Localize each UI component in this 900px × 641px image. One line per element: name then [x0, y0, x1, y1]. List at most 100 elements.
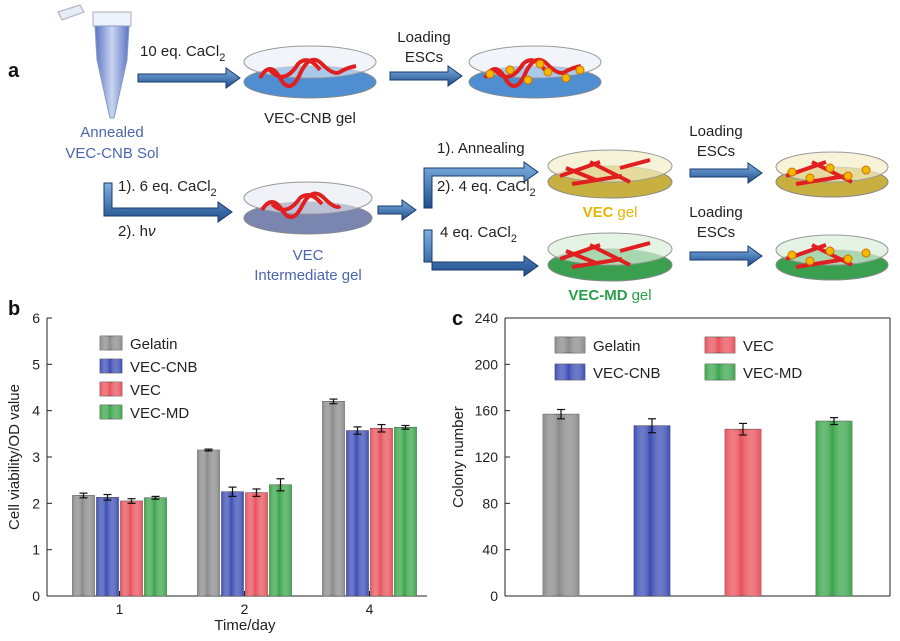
bar-shade [725, 429, 761, 596]
y-axis-label: Colony number [450, 406, 467, 508]
legend-swatch-shade [555, 337, 585, 353]
y-tick-label: 4 [32, 403, 40, 419]
bar-shade [221, 491, 244, 596]
subscript: 2 [511, 233, 517, 245]
error-bar [401, 424, 410, 430]
panel-label: c [452, 308, 463, 330]
error-bar [329, 398, 338, 405]
tube-label: Annealed [80, 124, 143, 141]
dish [775, 151, 889, 198]
bar-shade [346, 430, 369, 596]
y-tick-label: 3 [32, 449, 40, 465]
gel-name: VEC [583, 204, 614, 221]
error-bar [127, 498, 136, 504]
legend-label: Gelatin [593, 338, 641, 355]
gel-label: VEC gel [583, 204, 638, 221]
y-tick-label: 80 [482, 495, 498, 511]
error-bar [830, 417, 838, 426]
step-text: 10 eq. CaCl [140, 43, 219, 60]
dish [547, 232, 673, 282]
dish [547, 149, 673, 199]
legend-label: Gelatin [130, 336, 178, 353]
bar-shade [269, 484, 292, 596]
legend-swatch-shade [100, 405, 122, 419]
error-bar [648, 418, 656, 434]
bar-shade [322, 401, 345, 596]
tube [57, 4, 132, 119]
error-bar [228, 486, 237, 497]
x-axis-label: Time/day [214, 617, 276, 634]
legend-label: VEC-MD [130, 405, 189, 422]
gel-name: VEC-MD [568, 287, 627, 304]
y-tick-label: 5 [32, 356, 40, 372]
legend-label: VEC-CNB [593, 365, 661, 382]
error-bar [377, 423, 386, 433]
y-tick-label: 1 [32, 542, 40, 558]
subscript: 2 [219, 52, 225, 64]
error-bar [204, 448, 213, 452]
bar-shade [120, 501, 143, 596]
tube-label: VEC-CNB Sol [65, 145, 158, 162]
loading-label: Loading [689, 204, 742, 221]
bar-shade [816, 421, 852, 596]
y-tick-label: 200 [475, 356, 499, 372]
gel-label: VEC-CNB gel [264, 110, 356, 127]
step-label: 1). Annealing [437, 140, 525, 157]
bar-shade [634, 425, 670, 596]
legend-label: VEC-MD [743, 365, 802, 382]
loading-label: Loading [689, 123, 742, 140]
step-label: 2). hν [118, 223, 156, 240]
loading-label: Loading [397, 29, 450, 46]
error-bar [151, 495, 160, 500]
x-tick-label: 1 [116, 601, 124, 617]
step-text: 2). 4 eq. CaCl [437, 178, 530, 195]
bar-shade [543, 414, 579, 596]
error-bar [276, 478, 285, 492]
y-tick-label: 240 [475, 310, 499, 326]
legend-label: VEC [743, 338, 774, 355]
x-tick-label: 2 [241, 601, 249, 617]
legend-swatch-shade [705, 337, 735, 353]
loading-label: ESCs [697, 143, 735, 160]
error-bar [557, 408, 565, 420]
gel-label: VEC-MD gel [568, 287, 651, 304]
y-axis-label: Cell viability/OD value [6, 384, 23, 530]
gel-word: gel [617, 204, 637, 221]
panel-label: a [8, 60, 20, 82]
legend-swatch-shade [100, 336, 122, 350]
dish [243, 181, 373, 235]
y-tick-label: 2 [32, 495, 40, 511]
bar-shade [96, 497, 119, 596]
legend-swatch-shade [555, 364, 585, 380]
legend-label: VEC-CNB [130, 359, 198, 376]
step-text: 2). h [118, 223, 148, 240]
bar-shade [144, 497, 167, 596]
step-label: 10 eq. CaCl2 [140, 43, 225, 64]
step-text: 1). 6 eq. CaCl [118, 178, 211, 195]
y-tick-label: 40 [482, 542, 498, 558]
error-bar [739, 422, 747, 436]
dish [775, 234, 889, 281]
step-label: 2). 4 eq. CaCl2 [437, 178, 536, 199]
legend-swatch-shade [705, 364, 735, 380]
y-tick-label: 0 [490, 588, 498, 604]
gel-label: VEC [293, 247, 324, 264]
error-bar [252, 488, 261, 497]
legend-swatch-shade [100, 359, 122, 373]
subscript: 2 [211, 187, 217, 199]
bar-shade [370, 428, 393, 596]
bar-shade [394, 427, 417, 596]
error-bar [103, 493, 112, 501]
error-bar [353, 426, 362, 435]
x-tick-label: 4 [366, 601, 374, 617]
y-tick-label: 160 [475, 403, 499, 419]
dish [468, 45, 602, 99]
loading-label: ESCs [405, 49, 443, 66]
step-label: 4 eq. CaCl2 [440, 224, 517, 245]
y-tick-label: 6 [32, 310, 40, 326]
bar-shade [197, 450, 220, 596]
legend-swatch-shade [100, 382, 122, 396]
arrow [103, 65, 763, 277]
